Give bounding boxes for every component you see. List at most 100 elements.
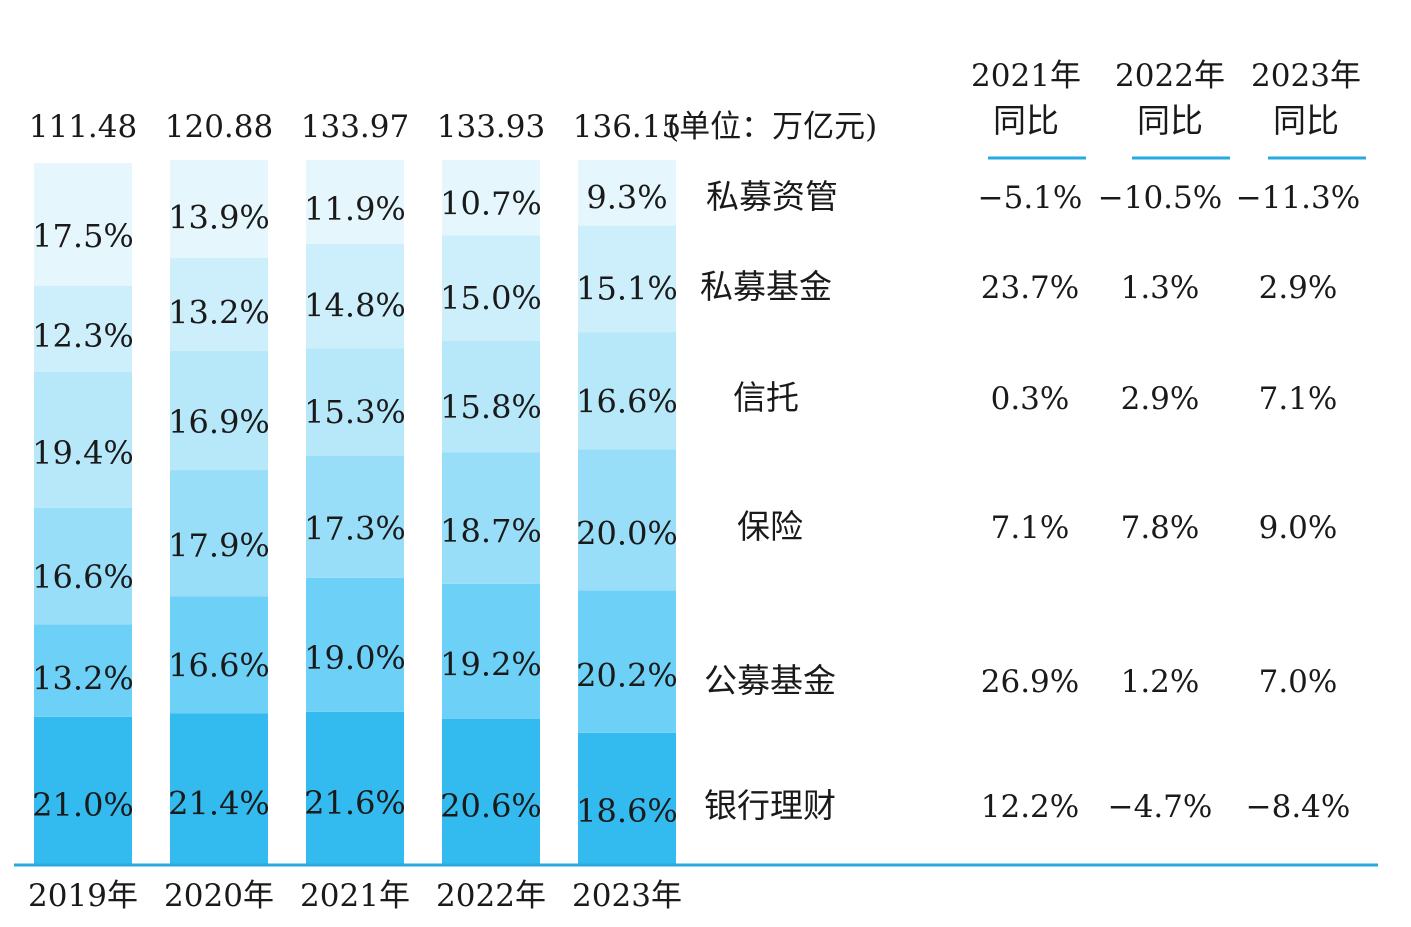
segment-label: 20.6% — [440, 787, 542, 825]
bar-segment-1-3 — [34, 507, 132, 625]
segment-label: 15.0% — [440, 279, 542, 317]
x-tick-label: 2022年 — [436, 878, 546, 914]
total-label: 133.97 — [301, 109, 409, 145]
segment-label: 13.2% — [32, 660, 134, 698]
segment-label: 13.9% — [168, 199, 270, 237]
yoy-value: −5.1% — [978, 180, 1083, 216]
yoy-value: −11.3% — [1236, 180, 1360, 216]
bar-segment-3-2 — [306, 577, 404, 712]
yoy-header-label: 同比 — [1273, 101, 1339, 140]
yoy-value: −8.4% — [1246, 789, 1351, 825]
series-label: 信托 — [733, 378, 799, 417]
bar-segment-4-5 — [442, 235, 540, 341]
total-label: 120.88 — [165, 109, 273, 145]
yoy-header-year: 2023年 — [1251, 58, 1361, 94]
bar-segment-3-3 — [306, 455, 404, 578]
totals-layer: 111.48 120.88 133.97 133.93 136.15 — [29, 109, 681, 145]
yoy-value: 0.3% — [991, 381, 1070, 417]
segment-label: 18.6% — [576, 792, 678, 830]
segment-label: 19.2% — [440, 646, 542, 684]
segment-label: 21.6% — [304, 784, 406, 822]
yoy-value: 7.8% — [1121, 510, 1200, 546]
segment-label: 21.4% — [168, 785, 270, 823]
segment-label: 16.6% — [168, 647, 270, 685]
bar-segment-2-4 — [170, 350, 268, 471]
unit-note: (单位：万亿元) — [667, 109, 877, 145]
yoy-value: 12.2% — [981, 789, 1079, 825]
bar-segment-5-5 — [578, 225, 676, 333]
total-label: 133.93 — [437, 109, 545, 145]
bar-segment-1-2 — [34, 624, 132, 717]
segment-label: 18.7% — [440, 512, 542, 550]
series-label: 私募资管 — [706, 177, 838, 216]
total-label: 111.48 — [29, 109, 137, 145]
bar-segment-4-1 — [442, 718, 540, 864]
segment-label: 17.5% — [32, 217, 134, 255]
segment-label: 14.8% — [304, 287, 406, 325]
yoy-value: 2.9% — [1121, 381, 1200, 417]
segment-label: 20.2% — [576, 657, 678, 695]
x-tick-label: 2019年 — [28, 878, 138, 914]
bar-segment-4-6 — [442, 160, 540, 236]
bars-layer — [34, 160, 676, 864]
bar-segment-2-1 — [170, 713, 268, 864]
segment-label: 11.9% — [304, 190, 406, 228]
bar-segment-1-5 — [34, 285, 132, 372]
bar-segment-3-4 — [306, 348, 404, 456]
yoy-value: 7.0% — [1259, 664, 1338, 700]
segment-label: 9.3% — [586, 179, 667, 217]
series-label: 私募基金 — [700, 267, 832, 306]
x-tick-labels-layer: 2019年 2020年 2021年 2022年 2023年 — [28, 878, 682, 914]
yoy-value: 7.1% — [1259, 381, 1338, 417]
bar-segment-2-6 — [170, 160, 268, 258]
bar-segment-2-2 — [170, 596, 268, 714]
x-tick-label: 2023年 — [572, 878, 682, 914]
bar-segment-5-3 — [578, 449, 676, 591]
bar-segment-4-2 — [442, 583, 540, 719]
segment-label: 16.9% — [168, 403, 270, 441]
yoy-value: 23.7% — [981, 270, 1079, 306]
segment-label: 13.2% — [168, 294, 270, 332]
segment-label: 21.0% — [32, 786, 134, 824]
bar-segment-3-5 — [306, 243, 404, 349]
segment-label: 17.3% — [304, 510, 406, 548]
segment-label: 17.9% — [168, 526, 270, 564]
bar-segment-2-5 — [170, 257, 268, 351]
yoy-header-year: 2021年 — [971, 58, 1081, 94]
segment-label: 10.7% — [440, 185, 542, 223]
bar-segment-3-1 — [306, 711, 404, 864]
segment-label: 20.0% — [576, 515, 678, 553]
bar-segment-1-6 — [34, 163, 132, 286]
series-label: 保险 — [737, 507, 803, 546]
yoy-header-label: 同比 — [993, 101, 1059, 140]
yoy-value: 1.2% — [1121, 664, 1200, 700]
segment-labels-layer: 21.0% 13.2% 16.6% 19.4% 12.3% 17.5% 21.4% 16.6%… — [32, 179, 678, 830]
total-label: 136.15 — [573, 109, 681, 145]
segment-label: 12.3% — [32, 317, 134, 355]
yoy-value: 1.3% — [1121, 270, 1200, 306]
yoy-value: 9.0% — [1259, 510, 1338, 546]
bar-segment-5-1 — [578, 732, 676, 864]
bar-segment-1-1 — [34, 716, 132, 864]
segment-label: 16.6% — [576, 383, 678, 421]
yoy-value: 2.9% — [1259, 270, 1338, 306]
segment-label: 15.1% — [576, 270, 678, 308]
segment-label: 19.4% — [32, 434, 134, 472]
yoy-value: 7.1% — [991, 510, 1070, 546]
bar-segment-4-4 — [442, 340, 540, 453]
yoy-header-label: 同比 — [1137, 101, 1203, 140]
bar-segment-5-6 — [578, 160, 676, 226]
bar-segment-5-4 — [578, 332, 676, 450]
series-label: 银行理财 — [704, 786, 836, 825]
x-tick-label: 2021年 — [300, 878, 410, 914]
bar-segment-3-6 — [306, 160, 404, 244]
yoy-value: −10.5% — [1098, 180, 1222, 216]
yoy-value: 26.9% — [981, 664, 1079, 700]
series-label: 公募基金 — [704, 661, 836, 700]
segment-label: 15.8% — [440, 388, 542, 426]
bar-segment-5-2 — [578, 590, 676, 733]
bar-segment-1-4 — [34, 371, 132, 508]
yoy-header-year: 2022年 — [1115, 58, 1225, 94]
